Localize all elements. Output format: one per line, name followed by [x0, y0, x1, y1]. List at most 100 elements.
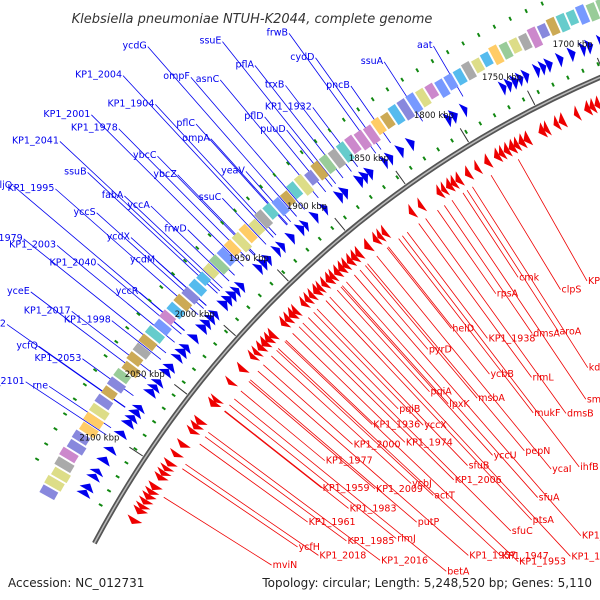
forward-gene-arrow [186, 334, 199, 345]
gc-mark [566, 75, 570, 80]
forward-gene-arrow [270, 245, 282, 258]
reverse-gene-arrow [236, 361, 250, 373]
forward-gene-label: KP1_2053 [34, 353, 81, 364]
skew-mark [136, 311, 141, 317]
skew-mark [430, 58, 435, 64]
cog-block [159, 309, 177, 326]
cog-block [279, 190, 296, 207]
reverse-leader-line [329, 296, 571, 557]
reverse-gene-arrow [163, 457, 178, 467]
forward-gene-arrow [224, 291, 237, 303]
forward-gene-arrow [284, 232, 295, 245]
reverse-gene-arrow [376, 228, 387, 242]
kbp-tick [334, 217, 346, 231]
forward-gene-label: ycdM [130, 254, 155, 265]
reverse-gene-label: dmsB [567, 408, 594, 419]
reverse-gene-label: pyrD [429, 344, 452, 355]
cog-block [434, 78, 451, 99]
reverse-gene-arrow [133, 504, 149, 515]
kbp-label: 1900 kbp [287, 202, 327, 212]
forward-leader-line [433, 45, 464, 97]
forward-gene-label: ybcZ [153, 169, 177, 180]
forward-gene-arrow [595, 34, 600, 46]
reverse-gene-label: msbA [478, 393, 505, 404]
cog-block [181, 286, 201, 305]
reverse-gene-arrow [372, 231, 383, 245]
forward-gene-label: KP1_2072 [0, 318, 6, 329]
forward-gene-label: trxB [265, 79, 285, 90]
cog-block [310, 160, 329, 181]
reverse-leader-line [204, 436, 347, 542]
reverse-gene-arrow [518, 133, 528, 149]
reverse-gene-label: KP1_1977 [326, 456, 373, 467]
forward-gene-arrow [442, 113, 452, 128]
forward-gene-arrow [162, 363, 175, 374]
cog-block [405, 92, 424, 114]
forward-leader-line [222, 197, 267, 245]
reverse-gene-arrow [138, 495, 154, 505]
reverse-leader-line [336, 289, 430, 392]
reverse-leader-line [359, 269, 429, 350]
reverse-leader-line [340, 286, 493, 456]
cog-block [565, 9, 580, 26]
reverse-gene-arrow [464, 165, 475, 180]
reverse-leader-line [163, 496, 272, 566]
forward-gene-label: KP1_2040 [50, 258, 97, 269]
forward-gene-arrow [203, 314, 216, 326]
reverse-leader-line [234, 398, 447, 572]
reverse-gene-arrow [210, 393, 224, 404]
forward-leader-line [118, 128, 250, 261]
forward-leader-line [87, 172, 218, 294]
reverse-leader-line [249, 379, 417, 523]
reverse-gene-label: rimJ [397, 534, 416, 545]
cog-block [387, 104, 406, 126]
reverse-gene-label: KP1_1985 [347, 536, 394, 547]
reverse-leader-line [316, 308, 468, 466]
forward-gene-label: ompA [182, 133, 210, 144]
skew-mark [62, 412, 68, 416]
reverse-gene-arrow [135, 500, 151, 510]
forward-gene-arrow [554, 52, 564, 68]
forward-gene-arrow [317, 203, 329, 216]
cog-block [238, 223, 258, 244]
reverse-gene-label: pepN [525, 446, 550, 457]
cog-block [595, 0, 600, 13]
cog-block [460, 61, 478, 81]
genome-summary: Topology: circular; Length: 5,248,520 bp… [261, 576, 592, 590]
reverse-gene-label: KP1_2018 [319, 550, 366, 561]
skew-mark [92, 368, 98, 373]
reverse-gene-arrow [194, 414, 208, 425]
cog-block [126, 351, 144, 368]
reverse-leader-line [517, 159, 588, 282]
forward-gene-arrow [178, 344, 191, 355]
reverse-gene-label: KP1_1938 [488, 333, 535, 344]
forward-gene-label: yljQ [0, 180, 12, 191]
reverse-gene-arrow [354, 245, 366, 259]
reverse-gene-label: lpxK [449, 399, 470, 410]
forward-gene-arrow [293, 224, 305, 237]
kbp-tick [276, 269, 289, 282]
reverse-gene-arrow [190, 419, 205, 430]
reverse-gene-label: KP1_2016 [381, 555, 428, 566]
cog-block [318, 153, 338, 175]
accession-label: Accession: NC_012731 [8, 576, 144, 590]
skew-mark [299, 149, 304, 155]
forward-leader-line [124, 195, 223, 289]
forward-gene-arrow [124, 415, 138, 425]
reverse-gene-label: KP1_1959 [323, 483, 370, 494]
skew-mark [207, 233, 212, 238]
gc-mark [115, 474, 120, 479]
forward-gene-label: ycdX [107, 232, 131, 243]
reverse-gene-arrow [508, 138, 519, 154]
forward-leader-line [23, 238, 167, 354]
gc-mark [381, 184, 386, 190]
forward-gene-arrow [578, 42, 587, 57]
gc-mark [330, 225, 335, 231]
reverse-leader-line [365, 265, 478, 399]
reverse-gene-label: ycbJ [412, 478, 432, 489]
reverse-gene-arrow [523, 130, 534, 146]
cog-block [488, 44, 505, 66]
forward-gene-arrow [274, 241, 286, 254]
skew-mark [385, 87, 390, 92]
